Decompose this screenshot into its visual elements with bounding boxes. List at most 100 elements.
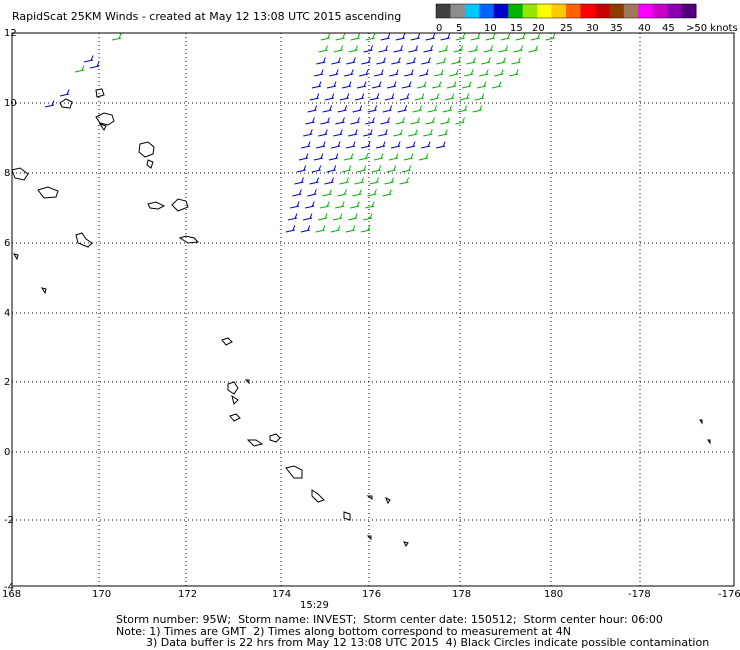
wind-barb bbox=[59, 89, 70, 97]
colorbar-label: 20 bbox=[532, 23, 545, 34]
colorbar-swatch bbox=[667, 4, 683, 18]
wind-barb bbox=[290, 201, 300, 209]
wind-barb bbox=[395, 117, 405, 125]
wind-barb bbox=[329, 69, 339, 77]
colorbar-border bbox=[435, 3, 697, 19]
wind-barb bbox=[348, 45, 359, 53]
wind-barb bbox=[361, 57, 371, 65]
wind-barb bbox=[348, 129, 358, 137]
island bbox=[229, 413, 241, 422]
wind-barb bbox=[389, 69, 399, 77]
wind-barb bbox=[464, 69, 474, 77]
wind-barb bbox=[365, 201, 375, 209]
x-tick-label: 178 bbox=[452, 589, 471, 600]
wind-barb bbox=[344, 69, 354, 77]
wind-barb bbox=[358, 153, 369, 161]
wind-barb bbox=[367, 189, 377, 197]
x-tick-label: 168 bbox=[2, 589, 21, 600]
wind-barb bbox=[314, 69, 324, 77]
island bbox=[699, 419, 711, 445]
wind-barb bbox=[468, 45, 479, 53]
y-tick-label: 6 bbox=[4, 238, 10, 249]
wind-barb bbox=[399, 93, 410, 101]
island bbox=[366, 535, 409, 547]
wind-barb bbox=[300, 225, 311, 233]
wind-barb bbox=[412, 105, 423, 113]
wind-barb bbox=[339, 93, 350, 101]
grid-lines bbox=[12, 33, 734, 586]
colorbar-swatch bbox=[551, 4, 567, 18]
wind-barb bbox=[397, 105, 408, 113]
wind-barb bbox=[341, 165, 352, 173]
wind-barb bbox=[509, 69, 519, 77]
wind-barb bbox=[318, 45, 329, 53]
wind-barb bbox=[362, 213, 373, 221]
wind-barb bbox=[457, 105, 468, 113]
wind-barb bbox=[339, 177, 350, 185]
colorbar-label: 30 bbox=[586, 23, 599, 34]
island bbox=[311, 489, 325, 503]
wind-barb bbox=[425, 33, 436, 41]
colorbar-swatch bbox=[508, 4, 524, 18]
wind-barb bbox=[410, 33, 421, 41]
island bbox=[343, 511, 351, 521]
colorbar-label: 40 bbox=[638, 23, 651, 34]
wind-barb bbox=[491, 81, 502, 89]
y-tick-label: 10 bbox=[4, 98, 17, 109]
wind-barb bbox=[354, 177, 365, 185]
wind-barb bbox=[404, 69, 414, 77]
wind-barb bbox=[352, 189, 362, 197]
wind-speed-colorbar bbox=[435, 3, 697, 19]
wind-barb bbox=[421, 57, 431, 65]
wind-barb bbox=[322, 189, 332, 197]
wind-barb bbox=[378, 45, 389, 53]
wind-barb bbox=[496, 57, 506, 65]
colorbar-label: 45 bbox=[662, 23, 675, 34]
wind-barb bbox=[307, 105, 318, 113]
plot-frame bbox=[11, 32, 735, 587]
wind-barb bbox=[418, 153, 429, 161]
x-axis-tick-labels: 168 170 172 174 176 178 180 -178 -176 bbox=[2, 589, 740, 600]
wind-barb bbox=[393, 45, 404, 53]
wind-barb bbox=[309, 93, 320, 101]
wind-barb bbox=[434, 69, 444, 77]
footer-note-2: 3) Data buffer is 22 hrs from May 12 13:… bbox=[146, 636, 710, 649]
island bbox=[138, 141, 155, 169]
colorbar-label: 25 bbox=[560, 23, 573, 34]
wind-barb bbox=[311, 81, 322, 89]
wind-barb bbox=[408, 45, 419, 53]
wind-barb bbox=[440, 117, 450, 125]
wind-barb bbox=[479, 69, 489, 77]
wind-barb bbox=[416, 81, 427, 89]
wind-barb bbox=[380, 117, 390, 125]
wind-barb bbox=[335, 33, 346, 41]
wind-barb bbox=[375, 141, 386, 149]
wind-barb bbox=[326, 165, 337, 173]
wind-barb bbox=[444, 93, 455, 101]
wind-barb bbox=[386, 81, 397, 89]
colorbar-label: 15 bbox=[510, 23, 523, 34]
x-tick-label: 180 bbox=[544, 589, 563, 600]
colorbar-label: 35 bbox=[610, 23, 623, 34]
wind-barb bbox=[307, 189, 317, 197]
wind-barb bbox=[302, 213, 313, 221]
wind-barb bbox=[337, 105, 348, 113]
wind-barb bbox=[446, 81, 457, 89]
wind-barb bbox=[425, 117, 435, 125]
wind-barb bbox=[300, 141, 311, 149]
wind-barb bbox=[483, 45, 494, 53]
wind-barb bbox=[320, 117, 330, 125]
wind-barb bbox=[476, 81, 487, 89]
wind-barb bbox=[376, 57, 386, 65]
wind-barb bbox=[410, 117, 420, 125]
y-tick-label: 4 bbox=[4, 308, 10, 319]
wind-barb bbox=[528, 45, 539, 53]
wind-barb bbox=[494, 69, 504, 77]
wind-barb bbox=[455, 33, 466, 41]
wind-barb bbox=[363, 45, 374, 53]
wind-barb bbox=[472, 105, 483, 113]
footer-note-1: Note: 1) Times are GMT 2) Times along bo… bbox=[116, 625, 571, 638]
colorbar-swatch bbox=[522, 4, 538, 18]
wind-barb bbox=[401, 165, 412, 173]
wind-barb bbox=[44, 100, 55, 108]
